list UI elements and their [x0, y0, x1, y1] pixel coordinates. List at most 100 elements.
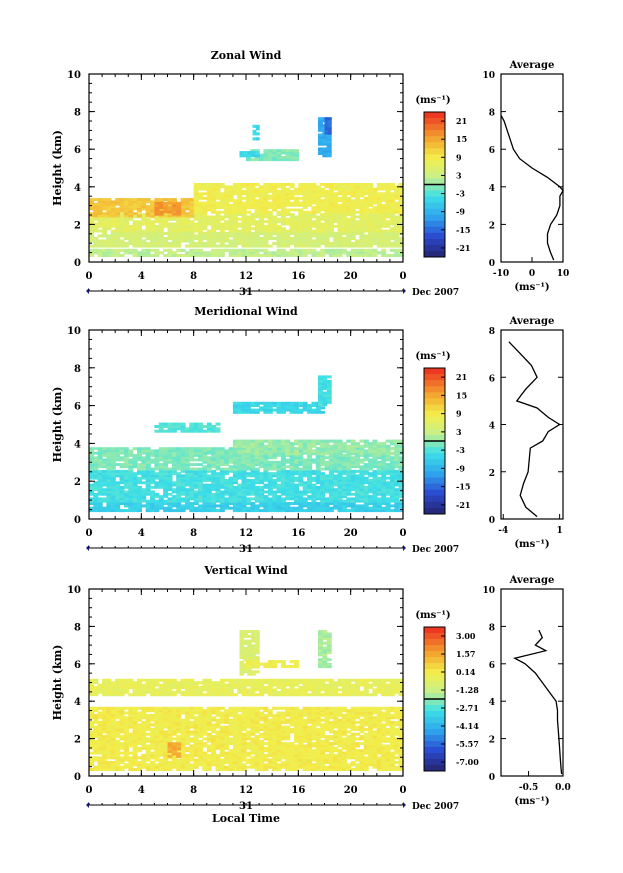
heatmap-cell	[211, 458, 217, 462]
heatmap-cell	[394, 439, 400, 443]
heatmap-cell	[267, 401, 273, 405]
heatmap-cell	[381, 234, 387, 238]
heatmap-cell	[263, 485, 269, 489]
heatmap-cell	[272, 451, 278, 455]
heatmap-cell	[193, 458, 199, 462]
heatmap-cell	[237, 506, 243, 510]
heatmap-cell	[237, 239, 243, 243]
heatmap-cell	[254, 190, 260, 193]
heatmap-cell	[311, 213, 317, 216]
heatmap-cell	[243, 153, 248, 158]
heatmap-cell	[315, 506, 321, 510]
heatmap-cell	[376, 452, 382, 456]
heatmap-cell	[215, 492, 221, 496]
heatmap-cell	[246, 458, 251, 462]
heatmap-cell	[376, 476, 382, 480]
heatmap-cell	[206, 231, 212, 235]
heatmap-cell	[141, 723, 147, 727]
heatmap-cell	[337, 467, 343, 471]
heatmap-cell	[128, 454, 134, 457]
heatmap-cell	[154, 768, 160, 771]
heatmap-cell	[285, 476, 291, 480]
heatmap-cell	[285, 439, 291, 443]
heatmap-cell	[346, 183, 352, 186]
heatmap-cell	[320, 253, 326, 257]
heatmap-cell	[184, 456, 190, 460]
heatmap-cell	[298, 502, 304, 505]
heatmap-cell	[97, 229, 103, 233]
heatmap-cell	[211, 427, 217, 431]
heatmap-cell	[341, 229, 347, 233]
heatmap-cell	[359, 194, 365, 198]
heatmap-cell	[189, 231, 195, 235]
heatmap-cell	[389, 463, 395, 466]
heatmap-cell	[176, 234, 182, 238]
heatmap-cell	[154, 713, 160, 717]
heatmap-cell	[232, 499, 238, 503]
heatmap-cell	[228, 239, 234, 243]
heatmap-cell	[106, 465, 112, 469]
heatmap-cell	[315, 253, 321, 257]
heatmap-cell	[158, 429, 164, 433]
heatmap-cell	[318, 124, 323, 128]
heatmap-cell	[276, 194, 282, 198]
heatmap-cell	[171, 214, 177, 218]
heatmap-cell	[318, 389, 323, 393]
heatmap-cell	[376, 454, 382, 457]
heatmap-cell	[285, 229, 291, 233]
heatmap-cell	[294, 149, 299, 153]
heatmap-cell	[324, 244, 330, 248]
heatmap-cell	[184, 451, 190, 455]
heatmap-cell	[93, 742, 99, 746]
heatmap-cell	[259, 406, 265, 410]
heatmap-cell	[128, 451, 134, 455]
heatmap-cell	[154, 502, 160, 505]
heatmap-cell	[206, 465, 212, 469]
heatmap-cell	[250, 251, 256, 255]
heatmap-cell	[232, 187, 238, 191]
heatmap-cell	[320, 474, 326, 478]
heatmap-cell	[137, 742, 142, 746]
heatmap-cell	[250, 458, 256, 462]
heatmap-cell	[193, 244, 199, 248]
heatmap-cell	[259, 213, 265, 216]
heatmap-cell	[115, 472, 121, 476]
heatmap-cell	[119, 768, 125, 771]
heatmap-cell	[328, 190, 334, 193]
heatmap-cell	[389, 458, 395, 462]
heatmap-cell	[355, 210, 360, 214]
heatmap-cell	[241, 406, 247, 410]
heatmap-cell	[102, 768, 108, 771]
heatmap-cell	[171, 227, 177, 231]
heatmap-cell	[350, 499, 356, 503]
heatmap-cell	[346, 192, 352, 196]
heatmap-cell	[267, 227, 273, 231]
heatmap-cell	[259, 447, 265, 451]
heatmap-cell	[237, 210, 243, 214]
colorbar-tick-label: -21	[456, 500, 470, 510]
heatmap-cell	[176, 248, 182, 252]
heatmap-cell	[232, 465, 238, 469]
heatmap-cell	[322, 140, 328, 144]
colorbar-segment	[424, 428, 445, 436]
heatmap-cell	[154, 758, 160, 762]
heatmap-cell	[267, 201, 273, 205]
heatmap-cell	[102, 758, 108, 762]
heatmap-cell	[102, 742, 108, 746]
heatmap-cell	[376, 183, 382, 186]
heatmap-cell	[250, 227, 256, 231]
heatmap-cell	[267, 213, 273, 216]
heatmap-cell	[119, 488, 125, 492]
date-label: Dec 2007	[412, 545, 459, 555]
heatmap-cell	[285, 404, 291, 407]
colorbar-segment	[424, 118, 445, 125]
heatmap-cell	[311, 401, 317, 405]
heatmap-cell	[215, 495, 221, 498]
heatmap-cell	[307, 483, 313, 487]
heatmap-cell	[272, 492, 278, 496]
heatmap-cell	[294, 236, 299, 240]
heatmap-cell	[123, 730, 129, 734]
heatmap-cell	[359, 192, 365, 196]
heatmap-cell	[219, 502, 225, 505]
heatmap-cell	[359, 467, 365, 471]
